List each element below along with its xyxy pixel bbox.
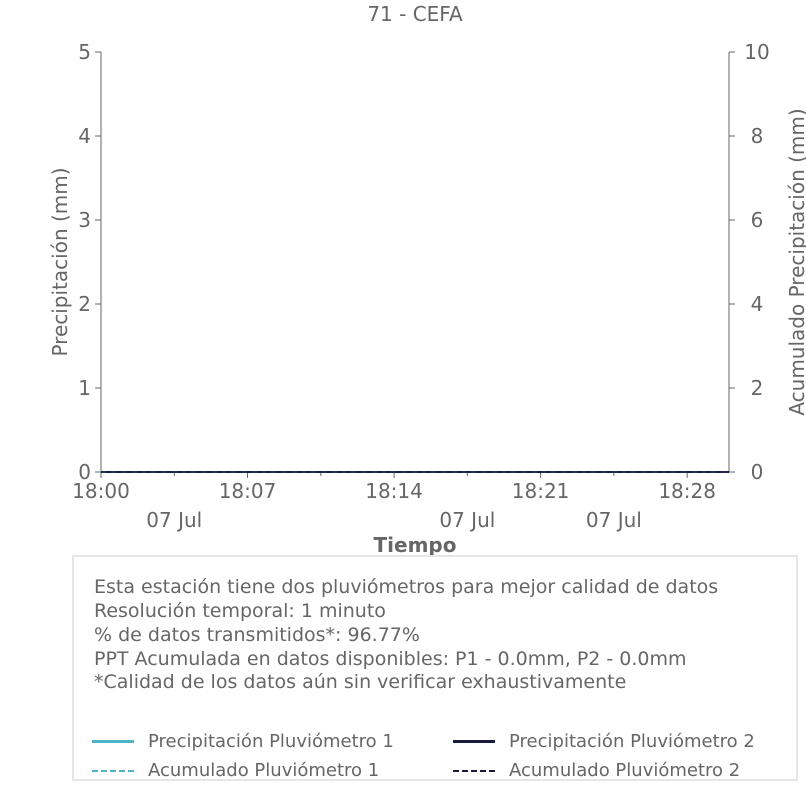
y-tick-label: 4 xyxy=(78,124,91,148)
legend-swatch-p2 xyxy=(453,740,495,743)
x-date-label: 07 Jul xyxy=(146,508,202,532)
info-line-stations: Esta estación tiene dos pluviómetros par… xyxy=(94,576,719,598)
y2-tick-label: 8 xyxy=(751,124,764,148)
info-box: Esta estación tiene dos pluviómetros par… xyxy=(72,555,798,781)
info-line-accumulated: PPT Acumulada en datos disponibles: P1 -… xyxy=(94,648,687,670)
y-tick-label: 1 xyxy=(78,376,91,400)
chart: 71 - CEFA 0 1 2 3 4 5 0 2 4 6 8 10 18:00 18:07 18:14 18… xyxy=(48,2,806,556)
legend-item-p2[interactable]: Precipitación Pluviómetro 2 xyxy=(453,731,755,752)
y-axis-label: Precipitación (mm) xyxy=(48,167,72,356)
legend-swatch-p1 xyxy=(92,740,134,743)
y2-tick-label: 4 xyxy=(751,292,764,316)
x-date-label: 07 Jul xyxy=(586,508,642,532)
ticks: 0 1 2 3 4 5 0 2 4 6 8 10 18:00 18:07 18:14 18:21 18:28 07… xyxy=(72,40,770,532)
y2-axis-label: Acumulado Precipitación (mm) xyxy=(785,108,806,415)
y2-tick-label: 10 xyxy=(744,40,769,64)
legend-label-acc1: Acumulado Pluviómetro 1 xyxy=(148,760,380,781)
y2-tick-label: 0 xyxy=(751,460,764,484)
info-line-quality: *Calidad de los datos aún sin verificar … xyxy=(94,671,627,693)
y-tick-label: 0 xyxy=(78,460,91,484)
legend-item-acc2[interactable]: Acumulado Pluviómetro 2 xyxy=(453,760,740,781)
legend-label-p1: Precipitación Pluviómetro 1 xyxy=(148,731,394,752)
legend-item-p1[interactable]: Precipitación Pluviómetro 1 xyxy=(92,731,394,752)
legend-swatch-acc1 xyxy=(92,769,134,772)
x-tick-label: 18:07 xyxy=(219,479,277,503)
chart-title: 71 - CEFA xyxy=(367,2,463,26)
legend-item-acc1[interactable]: Acumulado Pluviómetro 1 xyxy=(92,760,379,781)
x-tick-label: 18:28 xyxy=(658,479,716,503)
y2-tick-label: 6 xyxy=(751,208,764,232)
x-tick-label: 18:00 xyxy=(72,479,130,503)
y-tick-label: 3 xyxy=(78,208,91,232)
info-line-resolution: Resolución temporal: 1 minuto xyxy=(94,600,386,622)
axes xyxy=(100,52,730,473)
x-date-label: 07 Jul xyxy=(439,508,495,532)
legend-label-acc2: Acumulado Pluviómetro 2 xyxy=(509,760,741,781)
y-tick-label: 2 xyxy=(78,292,91,316)
info-line-transmitted: % de datos transmitidos*: 96.77% xyxy=(94,624,420,646)
legend-swatch-acc2 xyxy=(453,769,495,772)
legend-label-p2: Precipitación Pluviómetro 2 xyxy=(509,731,755,752)
x-axis-label: Tiempo xyxy=(374,533,457,556)
y-tick-label: 5 xyxy=(78,40,91,64)
y2-tick-label: 2 xyxy=(751,376,764,400)
x-tick-label: 18:21 xyxy=(512,479,570,503)
x-tick-label: 18:14 xyxy=(365,479,423,503)
